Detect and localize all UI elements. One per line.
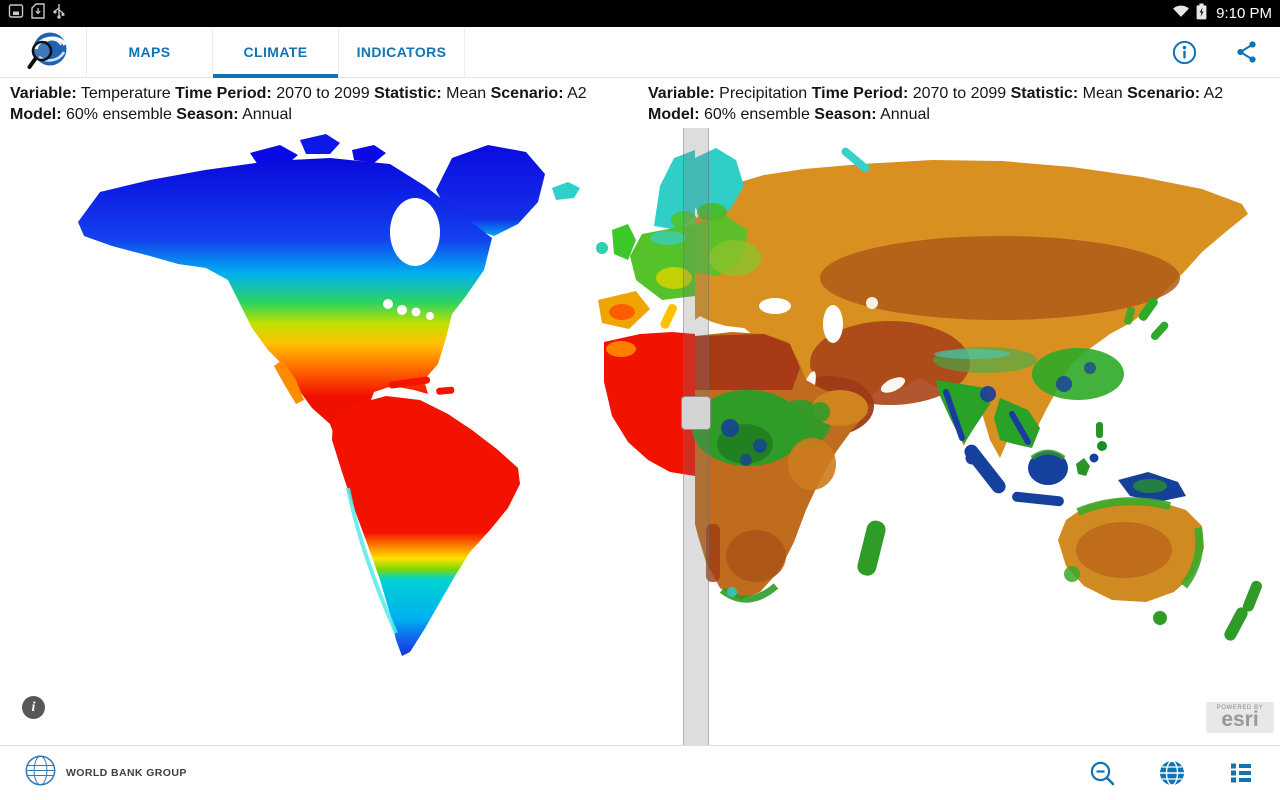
temperature-map-layer xyxy=(78,134,697,656)
status-clock: 9:10 PM xyxy=(1216,5,1272,22)
esri-attribution: POWERED BY esri xyxy=(1206,702,1274,733)
status-bar: 9:10 PM xyxy=(0,0,1280,27)
usb-icon xyxy=(52,3,66,24)
right-map-settings: Variable: Precipitation Time Period: 207… xyxy=(648,85,1224,123)
status-system-icons: 9:10 PM xyxy=(1172,3,1272,25)
split-map-view: i POWERED BY esri xyxy=(0,128,1280,745)
wifi-icon xyxy=(1172,4,1190,23)
zoom-out-icon[interactable] xyxy=(1089,760,1116,787)
swipe-handle[interactable] xyxy=(681,396,711,430)
map-headers: Variable: Temperature Time Period: 2070 … xyxy=(0,78,1280,128)
basemap-globe-icon[interactable] xyxy=(1158,759,1186,787)
battery-icon xyxy=(1196,3,1207,25)
share-icon[interactable] xyxy=(1235,40,1258,64)
legend-icon[interactable] xyxy=(1228,760,1254,786)
precipitation-map-layer xyxy=(692,147,1263,641)
tab-maps[interactable]: MAPS xyxy=(86,27,213,77)
world-bank-brand: WORLD BANK GROUP xyxy=(24,754,187,792)
map-info-button[interactable]: i xyxy=(22,696,45,719)
tab-climate[interactable]: CLIMATE xyxy=(213,27,339,78)
world-bank-globe-icon xyxy=(24,754,57,792)
sd-card-icon xyxy=(31,3,45,24)
left-map-settings: Variable: Temperature Time Period: 2070 … xyxy=(10,85,587,123)
status-notification-icons xyxy=(8,3,66,24)
screenshot-icon xyxy=(8,3,24,24)
world-bank-label: WORLD BANK GROUP xyxy=(66,767,187,779)
esri-logo: esri xyxy=(1221,708,1259,731)
app-logo-icon xyxy=(26,29,72,75)
app-toolbar: MAPS CLIMATE INDICATORS xyxy=(0,27,1280,78)
bottom-bar: WORLD BANK GROUP xyxy=(0,745,1280,800)
tab-bar: MAPS CLIMATE INDICATORS xyxy=(86,27,465,78)
tab-indicators[interactable]: INDICATORS xyxy=(339,27,465,77)
powered-by-label: POWERED BY xyxy=(1216,705,1264,711)
map-canvas[interactable] xyxy=(0,128,1280,745)
info-icon[interactable] xyxy=(1172,40,1197,65)
map-swipe-divider[interactable] xyxy=(681,128,711,745)
